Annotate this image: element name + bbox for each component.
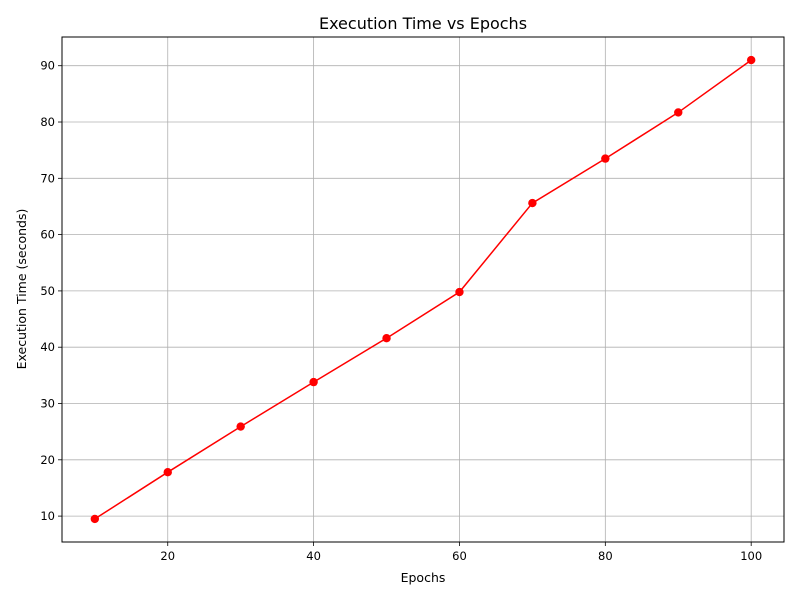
data-point — [236, 422, 245, 431]
data-point — [382, 333, 391, 343]
x-axis-label: Epochs — [401, 570, 446, 585]
data-point — [528, 198, 537, 208]
y-tick-label: 90 — [40, 59, 55, 73]
data-point — [601, 154, 610, 163]
series-line — [94, 59, 752, 520]
y-tick-label: 70 — [40, 171, 55, 185]
chart-title: Execution Time vs Epochs — [319, 14, 527, 33]
axis-ticks: 20 40 60 80 100 10 20 30 40 50 60 70 80 90 — [40, 59, 762, 563]
y-axis-label: Execution Time (seconds) — [14, 209, 29, 370]
data-point — [90, 514, 100, 524]
y-tick-label: 80 — [40, 115, 55, 129]
data-point — [455, 287, 464, 297]
y-tick-label: 40 — [40, 340, 55, 354]
data-point — [674, 108, 683, 117]
x-tick-label: 100 — [740, 549, 762, 563]
y-tick-label: 60 — [40, 228, 55, 242]
data-point — [163, 467, 172, 477]
y-tick-label: 10 — [40, 509, 55, 523]
y-tick-label: 20 — [40, 453, 55, 467]
y-tick-label: 30 — [40, 397, 55, 411]
x-tick-label: 40 — [306, 549, 321, 563]
data-point — [746, 55, 756, 65]
x-tick-label: 80 — [598, 549, 613, 563]
y-tick-label: 50 — [40, 284, 55, 298]
x-tick-label: 60 — [452, 549, 467, 563]
data-point — [309, 377, 318, 387]
x-tick-label: 20 — [160, 549, 175, 563]
plot-frame — [61, 36, 785, 543]
series-layer — [90, 55, 756, 524]
